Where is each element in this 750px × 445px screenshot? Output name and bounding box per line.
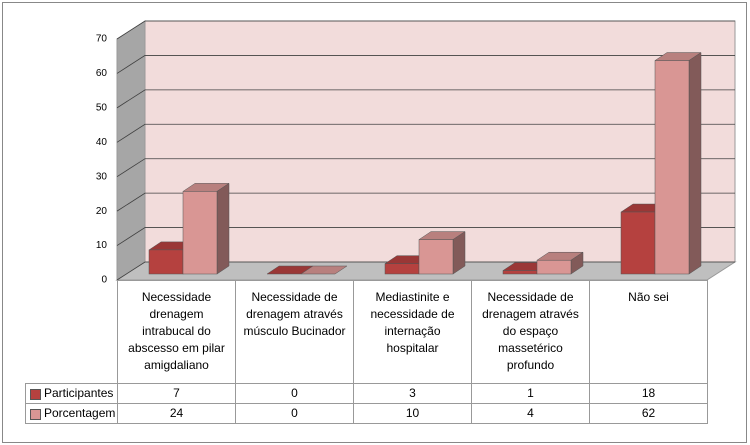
bar-front — [536, 259, 572, 275]
category-label: Necessidade drenagem intrabucal do absce… — [117, 280, 236, 384]
bar-front — [182, 191, 218, 275]
grid-line — [116, 192, 735, 212]
bar-side — [688, 52, 702, 275]
bar — [182, 182, 230, 275]
legend-swatch — [30, 389, 41, 400]
y-tick-label: 20 — [96, 206, 108, 217]
grid-line — [116, 227, 735, 246]
bar — [418, 231, 466, 275]
table-value: 18 — [589, 383, 708, 404]
bar — [536, 251, 584, 275]
bar-front — [502, 270, 538, 275]
bar-side — [216, 182, 230, 275]
category-label: Não sei — [589, 280, 708, 384]
table-value: 62 — [589, 403, 708, 424]
bar-front — [418, 239, 454, 275]
table-value: 0 — [235, 383, 354, 404]
y-tick-label: 70 — [96, 34, 108, 45]
y-tick-label: 40 — [96, 137, 108, 148]
bar-front — [384, 263, 420, 275]
table-value: 3 — [353, 383, 472, 404]
grid-line — [116, 20, 735, 40]
bar-front — [148, 249, 184, 275]
table-value: 7 — [117, 383, 236, 404]
table-value: 1 — [471, 383, 590, 404]
table-value: 0 — [235, 403, 354, 424]
y-tick-label: 10 — [96, 240, 108, 251]
grid-line — [116, 123, 735, 143]
y-tick-label: 50 — [96, 102, 108, 113]
y-tick-label: 60 — [96, 68, 108, 79]
table-value: 10 — [353, 403, 472, 424]
category-label: Necessidade de drenagem através músculo … — [235, 280, 354, 384]
grid-line — [116, 55, 735, 74]
bar — [654, 52, 702, 275]
table-value: 24 — [117, 403, 236, 424]
category-label: Mediastinite e necessidade de internação… — [353, 280, 472, 384]
legend-cell: Porcentagem — [25, 403, 118, 424]
bar — [300, 265, 348, 275]
bar-front — [620, 211, 656, 275]
side-wall — [116, 20, 146, 281]
grid-line — [116, 158, 735, 178]
grid-line — [116, 89, 735, 109]
y-tick-label: 30 — [96, 171, 108, 182]
bar-top — [300, 265, 348, 275]
legend-cell: Participantes — [25, 383, 118, 404]
legend-swatch — [30, 409, 41, 420]
table-value: 4 — [471, 403, 590, 424]
bar-front — [654, 60, 690, 275]
y-tick-label: 0 — [101, 275, 107, 286]
category-label: Necessidade de drenagem através do espaç… — [471, 280, 590, 384]
